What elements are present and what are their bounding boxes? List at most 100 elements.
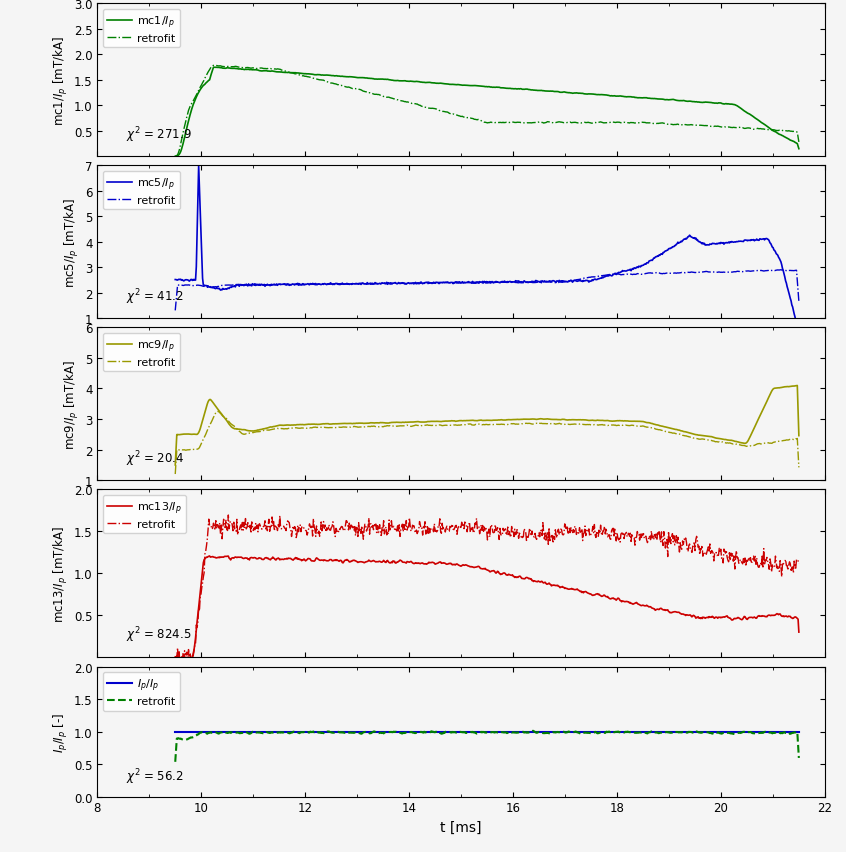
- mc13/$I_p$: [569, 584, 580, 595]
- retrofit: [643, 268, 653, 279]
- $I_p$/$I_p$: [643, 727, 653, 737]
- Legend: mc13/$I_p$, retrofit: mc13/$I_p$, retrofit: [103, 495, 186, 534]
- retrofit: [550, 525, 560, 535]
- retrofit: [170, 469, 180, 480]
- mc9/$I_p$: [643, 418, 653, 429]
- Line: mc9/$I_p$: mc9/$I_p$: [175, 386, 799, 465]
- mc1/$I_p$: [794, 144, 804, 154]
- retrofit: [645, 532, 655, 543]
- retrofit: [532, 278, 542, 288]
- retrofit: [533, 727, 543, 737]
- $I_p$/$I_p$: [549, 727, 559, 737]
- Y-axis label: mc9/$I_p$ [mT/kA]: mc9/$I_p$ [mT/kA]: [63, 360, 80, 449]
- Line: retrofit: retrofit: [175, 515, 799, 667]
- Line: retrofit: retrofit: [175, 731, 799, 762]
- mc1/$I_p$: [550, 87, 560, 97]
- Y-axis label: mc1/$I_p$ [mT/kA]: mc1/$I_p$ [mT/kA]: [52, 36, 69, 125]
- mc1/$I_p$: [644, 94, 654, 104]
- mc13/$I_p$: [534, 577, 544, 587]
- mc9/$I_p$: [170, 460, 180, 470]
- retrofit: [209, 61, 219, 72]
- Legend: $I_p$/$I_p$, retrofit: $I_p$/$I_p$, retrofit: [103, 672, 180, 711]
- retrofit: [794, 559, 804, 569]
- Line: mc13/$I_p$: mc13/$I_p$: [175, 556, 799, 659]
- retrofit: [644, 423, 654, 433]
- retrofit: [708, 122, 718, 132]
- retrofit: [569, 527, 580, 538]
- Text: $\chi^2$ = 56.2: $\chi^2$ = 56.2: [126, 767, 184, 786]
- mc5/$I_p$: [550, 277, 560, 287]
- mc9/$I_p$: [549, 415, 559, 425]
- mc9/$I_p$: [707, 432, 717, 442]
- mc9/$I_p$: [208, 399, 218, 409]
- retrofit: [707, 268, 717, 278]
- mc13/$I_p$: [177, 653, 187, 664]
- mc13/$I_p$: [550, 581, 560, 591]
- retrofit: [213, 407, 223, 417]
- mc9/$I_p$: [794, 431, 804, 441]
- $I_p$/$I_p$: [532, 727, 542, 737]
- retrofit: [534, 528, 544, 538]
- retrofit: [173, 662, 184, 672]
- retrofit: [794, 463, 804, 473]
- retrofit: [208, 412, 218, 423]
- retrofit: [569, 118, 579, 129]
- Line: retrofit: retrofit: [175, 66, 799, 157]
- retrofit: [528, 726, 538, 736]
- mc13/$I_p$: [645, 602, 655, 612]
- retrofit: [794, 297, 804, 308]
- retrofit: [776, 265, 786, 275]
- retrofit: [550, 118, 560, 129]
- mc1/$I_p$: [208, 63, 218, 73]
- retrofit: [208, 61, 218, 72]
- mc13/$I_p$: [794, 627, 804, 637]
- $I_p$/$I_p$: [170, 727, 180, 737]
- mc5/$I_p$: [794, 328, 804, 338]
- mc5/$I_p$: [170, 275, 180, 285]
- Legend: mc5/$I_p$, retrofit: mc5/$I_p$, retrofit: [103, 171, 180, 210]
- retrofit: [533, 118, 543, 128]
- retrofit: [208, 728, 218, 738]
- mc5/$I_p$: [644, 256, 654, 267]
- mc13/$I_p$: [709, 613, 719, 623]
- retrofit: [708, 728, 718, 739]
- mc9/$I_p$: [532, 415, 542, 425]
- Line: retrofit: retrofit: [175, 270, 799, 311]
- mc5/$I_p$: [708, 239, 718, 249]
- retrofit: [223, 510, 233, 521]
- mc1/$I_p$: [170, 152, 180, 162]
- retrofit: [794, 138, 804, 148]
- Line: mc5/$I_p$: mc5/$I_p$: [175, 166, 799, 333]
- retrofit: [644, 728, 654, 738]
- mc9/$I_p$: [792, 381, 802, 391]
- X-axis label: t [ms]: t [ms]: [440, 820, 482, 834]
- retrofit: [550, 728, 560, 738]
- retrofit: [568, 276, 578, 286]
- retrofit: [709, 556, 719, 567]
- mc1/$I_p$: [533, 86, 543, 96]
- Text: $\chi^2$ = 20.4: $\chi^2$ = 20.4: [126, 449, 185, 469]
- Line: retrofit: retrofit: [175, 412, 799, 475]
- Line: mc1/$I_p$: mc1/$I_p$: [175, 68, 799, 157]
- retrofit: [170, 152, 180, 162]
- retrofit: [209, 521, 219, 532]
- mc5/$I_p$: [194, 161, 204, 171]
- mc9/$I_p$: [568, 415, 578, 425]
- $I_p$/$I_p$: [794, 727, 804, 737]
- mc5/$I_p$: [569, 277, 579, 287]
- Text: $\chi^2$ = 824.5: $\chi^2$ = 824.5: [126, 625, 192, 644]
- $I_p$/$I_p$: [707, 727, 717, 737]
- retrofit: [644, 118, 654, 129]
- mc1/$I_p$: [569, 89, 579, 99]
- retrofit: [170, 757, 180, 767]
- retrofit: [794, 753, 804, 763]
- retrofit: [208, 283, 218, 293]
- mc13/$I_p$: [205, 551, 215, 561]
- retrofit: [569, 419, 579, 429]
- $I_p$/$I_p$: [568, 727, 578, 737]
- retrofit: [550, 419, 560, 429]
- Legend: mc9/$I_p$, retrofit: mc9/$I_p$, retrofit: [103, 333, 180, 372]
- retrofit: [170, 656, 180, 666]
- retrofit: [170, 306, 180, 316]
- mc1/$I_p$: [708, 99, 718, 109]
